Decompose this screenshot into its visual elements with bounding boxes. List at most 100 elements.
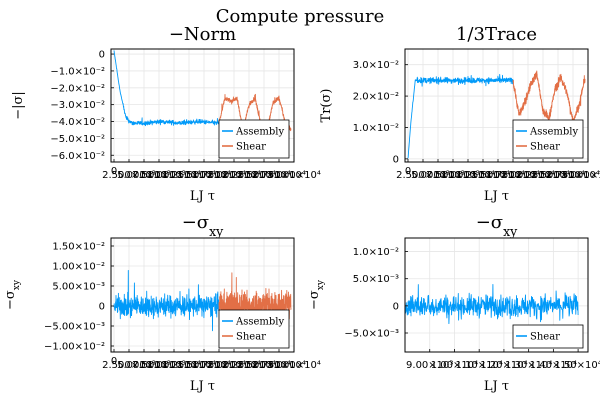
- x-tick-label: 1.250×10⁴: [456, 170, 510, 181]
- x-tick-label: 2.000×10⁴: [501, 170, 555, 181]
- x-tick-label: 1.30×10⁴: [505, 360, 552, 371]
- x-tick-label: 2.250×10⁴: [516, 170, 570, 181]
- y-tick-label: −5.0×10⁻³: [344, 329, 399, 340]
- x-tick-label: 1.20×10⁴: [480, 360, 527, 371]
- legend-label: Shear: [236, 142, 266, 153]
- x-tick-label: 2.000×10⁴: [207, 170, 261, 181]
- x-tick-label: 2.750×10⁴: [546, 170, 600, 181]
- x-tick-label: 3.000×10⁴: [267, 170, 321, 181]
- legend-label: Assembly: [235, 317, 284, 328]
- x-tick-label: 2.500×10³: [396, 170, 450, 181]
- x-tick-label: 1.000×10⁴: [147, 170, 201, 181]
- x-tick-label: 5.000×10³: [411, 170, 465, 181]
- y-axis-label: −|σ|: [11, 91, 26, 120]
- x-tick-label: 1.750×10⁴: [192, 360, 246, 371]
- x-axis-label: LJ τ: [484, 189, 509, 204]
- legend-label: Shear: [530, 142, 560, 153]
- chart-3: 02.500×10³5.000×10³7.500×10³1.000×10⁴1.2…: [3, 212, 321, 394]
- legend: Shear: [512, 324, 584, 349]
- y-axis-label: Tr(σ): [319, 89, 334, 123]
- y-tick-label: 0: [393, 154, 399, 165]
- chart-title: 1/3Trace: [456, 24, 537, 45]
- y-tick-label: −1.0×10⁻²: [50, 66, 105, 77]
- legend: Assembly Shear: [218, 119, 290, 159]
- y-tick-label: −6.0×10⁻²: [50, 151, 105, 162]
- series-line-shear: [512, 70, 586, 124]
- x-tick-label: 1.500×10⁴: [471, 170, 525, 181]
- x-tick-label: 1.00×10⁴: [431, 360, 478, 371]
- x-tick-label: 9.00×10³: [406, 360, 453, 371]
- series-line-shear: [405, 284, 579, 325]
- legend-label: Shear: [530, 332, 560, 343]
- x-tick-label: 5.000×10³: [117, 360, 171, 371]
- chart-title: −σxy: [476, 212, 518, 239]
- x-tick-label: 1.250×10⁴: [162, 170, 216, 181]
- chart-title: −σxy: [182, 212, 224, 239]
- y-tick-label: 0: [99, 302, 105, 313]
- x-tick-label: 2.500×10⁴: [237, 170, 291, 181]
- series-line-assembly: [407, 73, 514, 159]
- x-tick-label: 1.750×10⁴: [486, 170, 540, 181]
- x-tick-label: 2.500×10³: [102, 360, 156, 371]
- x-tick-label: 1.000×10⁴: [147, 360, 201, 371]
- legend-box: [218, 309, 290, 349]
- plot-frame: [110, 237, 295, 353]
- y-axis-label: −σxy: [3, 279, 22, 310]
- y-tick-label: 0: [393, 301, 399, 312]
- x-tick-label: 1.500×10⁴: [177, 360, 231, 371]
- y-tick-label: 1.00×10⁻²: [52, 262, 105, 273]
- y-tick-label: 3.0×10⁻²: [353, 60, 399, 71]
- y-tick-label: −5.0×10⁻²: [50, 134, 105, 145]
- legend-label: Assembly: [235, 127, 284, 138]
- y-tick-label: 1.0×10⁻²: [353, 123, 399, 134]
- x-tick-label: 2.000×10⁴: [207, 360, 261, 371]
- x-tick-label: 1.500×10⁴: [177, 170, 231, 181]
- x-tick-label: 7.500×10³: [426, 170, 480, 181]
- y-tick-label: 1.50×10⁻²: [52, 242, 105, 253]
- plot-frame: [110, 48, 295, 163]
- y-tick-label: 2.0×10⁻²: [353, 92, 399, 103]
- x-tick-label: 1.10×10⁴: [455, 360, 502, 371]
- x-tick-label: 2.750×10⁴: [252, 360, 306, 371]
- series-line-shear: [218, 272, 292, 330]
- plot-frame: [404, 48, 589, 163]
- figure-title: Compute pressure: [216, 6, 385, 27]
- x-axis-label: LJ τ: [484, 379, 509, 394]
- y-tick-label: 5.0×10⁻³: [353, 274, 399, 285]
- chart-title: −Norm: [169, 24, 236, 45]
- x-tick-label: 2.750×10⁴: [252, 170, 306, 181]
- legend-box: [218, 119, 290, 159]
- legend-box: [512, 119, 584, 159]
- x-axis-label: LJ τ: [190, 189, 215, 204]
- y-tick-label: 1.0×10⁻²: [353, 247, 399, 258]
- x-tick-label: 2.500×10⁴: [531, 170, 585, 181]
- y-axis-label: −σxy: [307, 279, 326, 310]
- x-tick-label: 0: [111, 166, 117, 177]
- x-tick-label: 3.000×10⁴: [561, 170, 600, 181]
- y-tick-label: −3.0×10⁻²: [50, 100, 105, 111]
- x-tick-label: 3.000×10⁴: [267, 360, 321, 371]
- series-line-assembly: [113, 269, 220, 332]
- y-tick-label: −2.0×10⁻²: [50, 83, 105, 94]
- series-line-assembly: [113, 50, 220, 127]
- x-axis-label: LJ τ: [190, 379, 215, 394]
- chart-1: 02.500×10³5.000×10³7.500×10³1.000×10⁴1.2…: [11, 24, 321, 204]
- legend: Assembly Shear: [218, 309, 290, 349]
- y-tick-label: −1.00×10⁻²: [44, 342, 105, 353]
- x-tick-label: 7.500×10³: [132, 170, 186, 181]
- legend-label: Shear: [236, 332, 266, 343]
- plot-frame: [404, 237, 589, 353]
- legend-label: Assembly: [529, 127, 578, 138]
- y-tick-label: −4.0×10⁻²: [50, 117, 105, 128]
- legend-box: [512, 324, 584, 349]
- x-tick-label: 7.500×10³: [132, 360, 186, 371]
- x-tick-label: 1.750×10⁴: [192, 170, 246, 181]
- x-tick-label: 1.250×10⁴: [162, 360, 216, 371]
- y-tick-label: 0: [99, 50, 105, 61]
- chart-4: 9.00×10³1.00×10⁴1.10×10⁴1.20×10⁴1.30×10⁴…: [307, 212, 600, 394]
- x-tick-label: 0: [111, 356, 117, 367]
- x-tick-label: 0: [405, 166, 411, 177]
- x-tick-label: 1.50×10⁴: [554, 360, 600, 371]
- x-tick-label: 2.250×10⁴: [222, 360, 276, 371]
